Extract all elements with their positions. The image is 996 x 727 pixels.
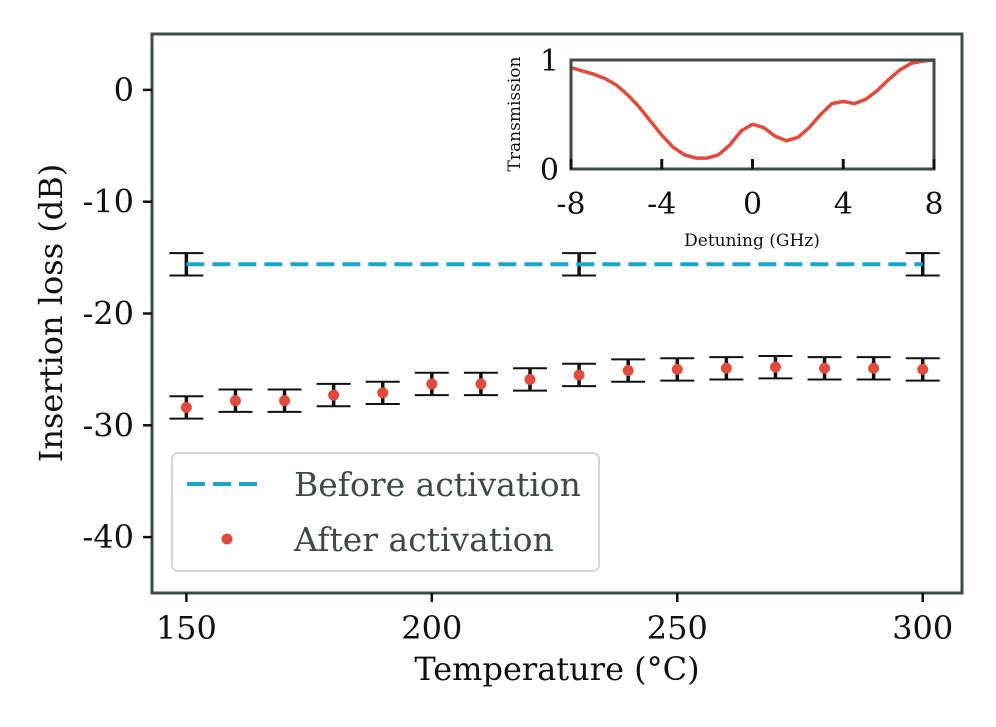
legend-box: [171, 452, 600, 572]
inset-y-axis-title: Transmission: [505, 57, 525, 172]
main-plot-data: [169, 252, 940, 420]
inset-x-tick-label: 8: [924, 187, 943, 222]
after-activation-point: [229, 395, 241, 407]
x-tick-label: 150: [156, 609, 217, 647]
main-y-axis-title: Insertion loss (dB): [32, 164, 70, 463]
y-tick-label: -10: [82, 183, 134, 221]
legend: Before activation After activation: [171, 452, 600, 572]
inset-x-tick-label: -8: [556, 187, 585, 222]
after-activation-point: [769, 361, 781, 373]
inset-x-tick-label: -4: [647, 187, 676, 222]
after-activation-point: [868, 362, 880, 374]
inset-plot-data: [570, 58, 935, 160]
inset-y-tick-label: 1: [540, 44, 559, 79]
after-activation-point: [524, 373, 536, 385]
after-activation-point: [917, 363, 929, 375]
y-tick-label: -20: [82, 295, 134, 333]
inset-plot-background: [570, 60, 935, 170]
legend-label-before-activation: Before activation: [294, 465, 581, 504]
legend-label-after-activation: After activation: [293, 520, 554, 559]
after-activation-point: [279, 395, 291, 407]
after-activation-point: [819, 362, 831, 374]
legend-swatch-after-activation: [221, 533, 233, 545]
x-tick-label: 300: [892, 609, 953, 647]
after-activation-point: [573, 369, 585, 381]
inset-plot-axes: -8 -4 0 4 8 0 1: [540, 44, 944, 222]
y-tick-label: -30: [82, 406, 134, 444]
after-activation-point: [475, 378, 487, 390]
after-activation-point: [377, 387, 389, 399]
inset-plot: -8 -4 0 4 8 0 1 Detuning (GHz) Transmission: [505, 44, 944, 251]
y-tick-label: 0: [114, 71, 134, 109]
inset-x-axis-title: Detuning (GHz): [684, 231, 820, 251]
after-activation-point: [426, 378, 438, 390]
y-tick-label: -40: [82, 518, 134, 556]
inset-y-tick-label: 0: [540, 153, 559, 188]
inset-x-tick-label: 0: [743, 187, 762, 222]
main-x-axis-title: Temperature (°C): [414, 650, 699, 688]
x-tick-label: 250: [647, 609, 708, 647]
x-tick-label: 200: [401, 609, 462, 647]
inset-transmission-line: [570, 58, 935, 160]
after-activation-point: [671, 363, 683, 375]
after-activation-point: [622, 365, 634, 377]
inset-x-tick-label: 4: [834, 187, 853, 222]
after-activation-point: [328, 389, 340, 401]
after-activation-point: [720, 362, 732, 374]
after-activation-point: [180, 401, 192, 413]
